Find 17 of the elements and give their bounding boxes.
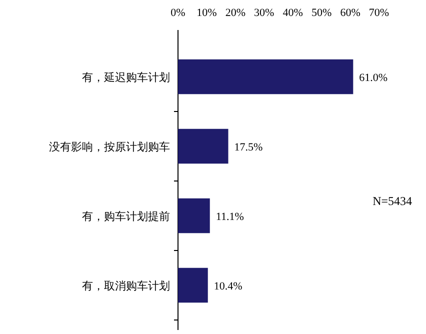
data-label: 11.1% bbox=[216, 210, 244, 223]
xtick: 0% bbox=[170, 7, 186, 19]
ytick: 有，购车计划提前 bbox=[82, 210, 170, 223]
xtick: 10% bbox=[196, 7, 217, 19]
data-label: 17.5% bbox=[234, 141, 263, 154]
annotation: N=5434 bbox=[372, 194, 412, 208]
data-label: 10.4% bbox=[214, 280, 242, 292]
ytick: 有，延迟购车计划 bbox=[82, 72, 170, 84]
ytick: 没有影响，按原计划购车 bbox=[49, 141, 170, 154]
xtick: 60% bbox=[340, 7, 360, 19]
xtick: 20% bbox=[225, 7, 246, 19]
data-label: 61.0% bbox=[359, 72, 388, 84]
xtick: 70% bbox=[368, 7, 390, 19]
ytick: 有，取消购车计划 bbox=[82, 280, 170, 292]
xtick: 30% bbox=[254, 7, 274, 19]
xtick: 50% bbox=[311, 7, 332, 19]
xtick: 40% bbox=[282, 7, 303, 19]
